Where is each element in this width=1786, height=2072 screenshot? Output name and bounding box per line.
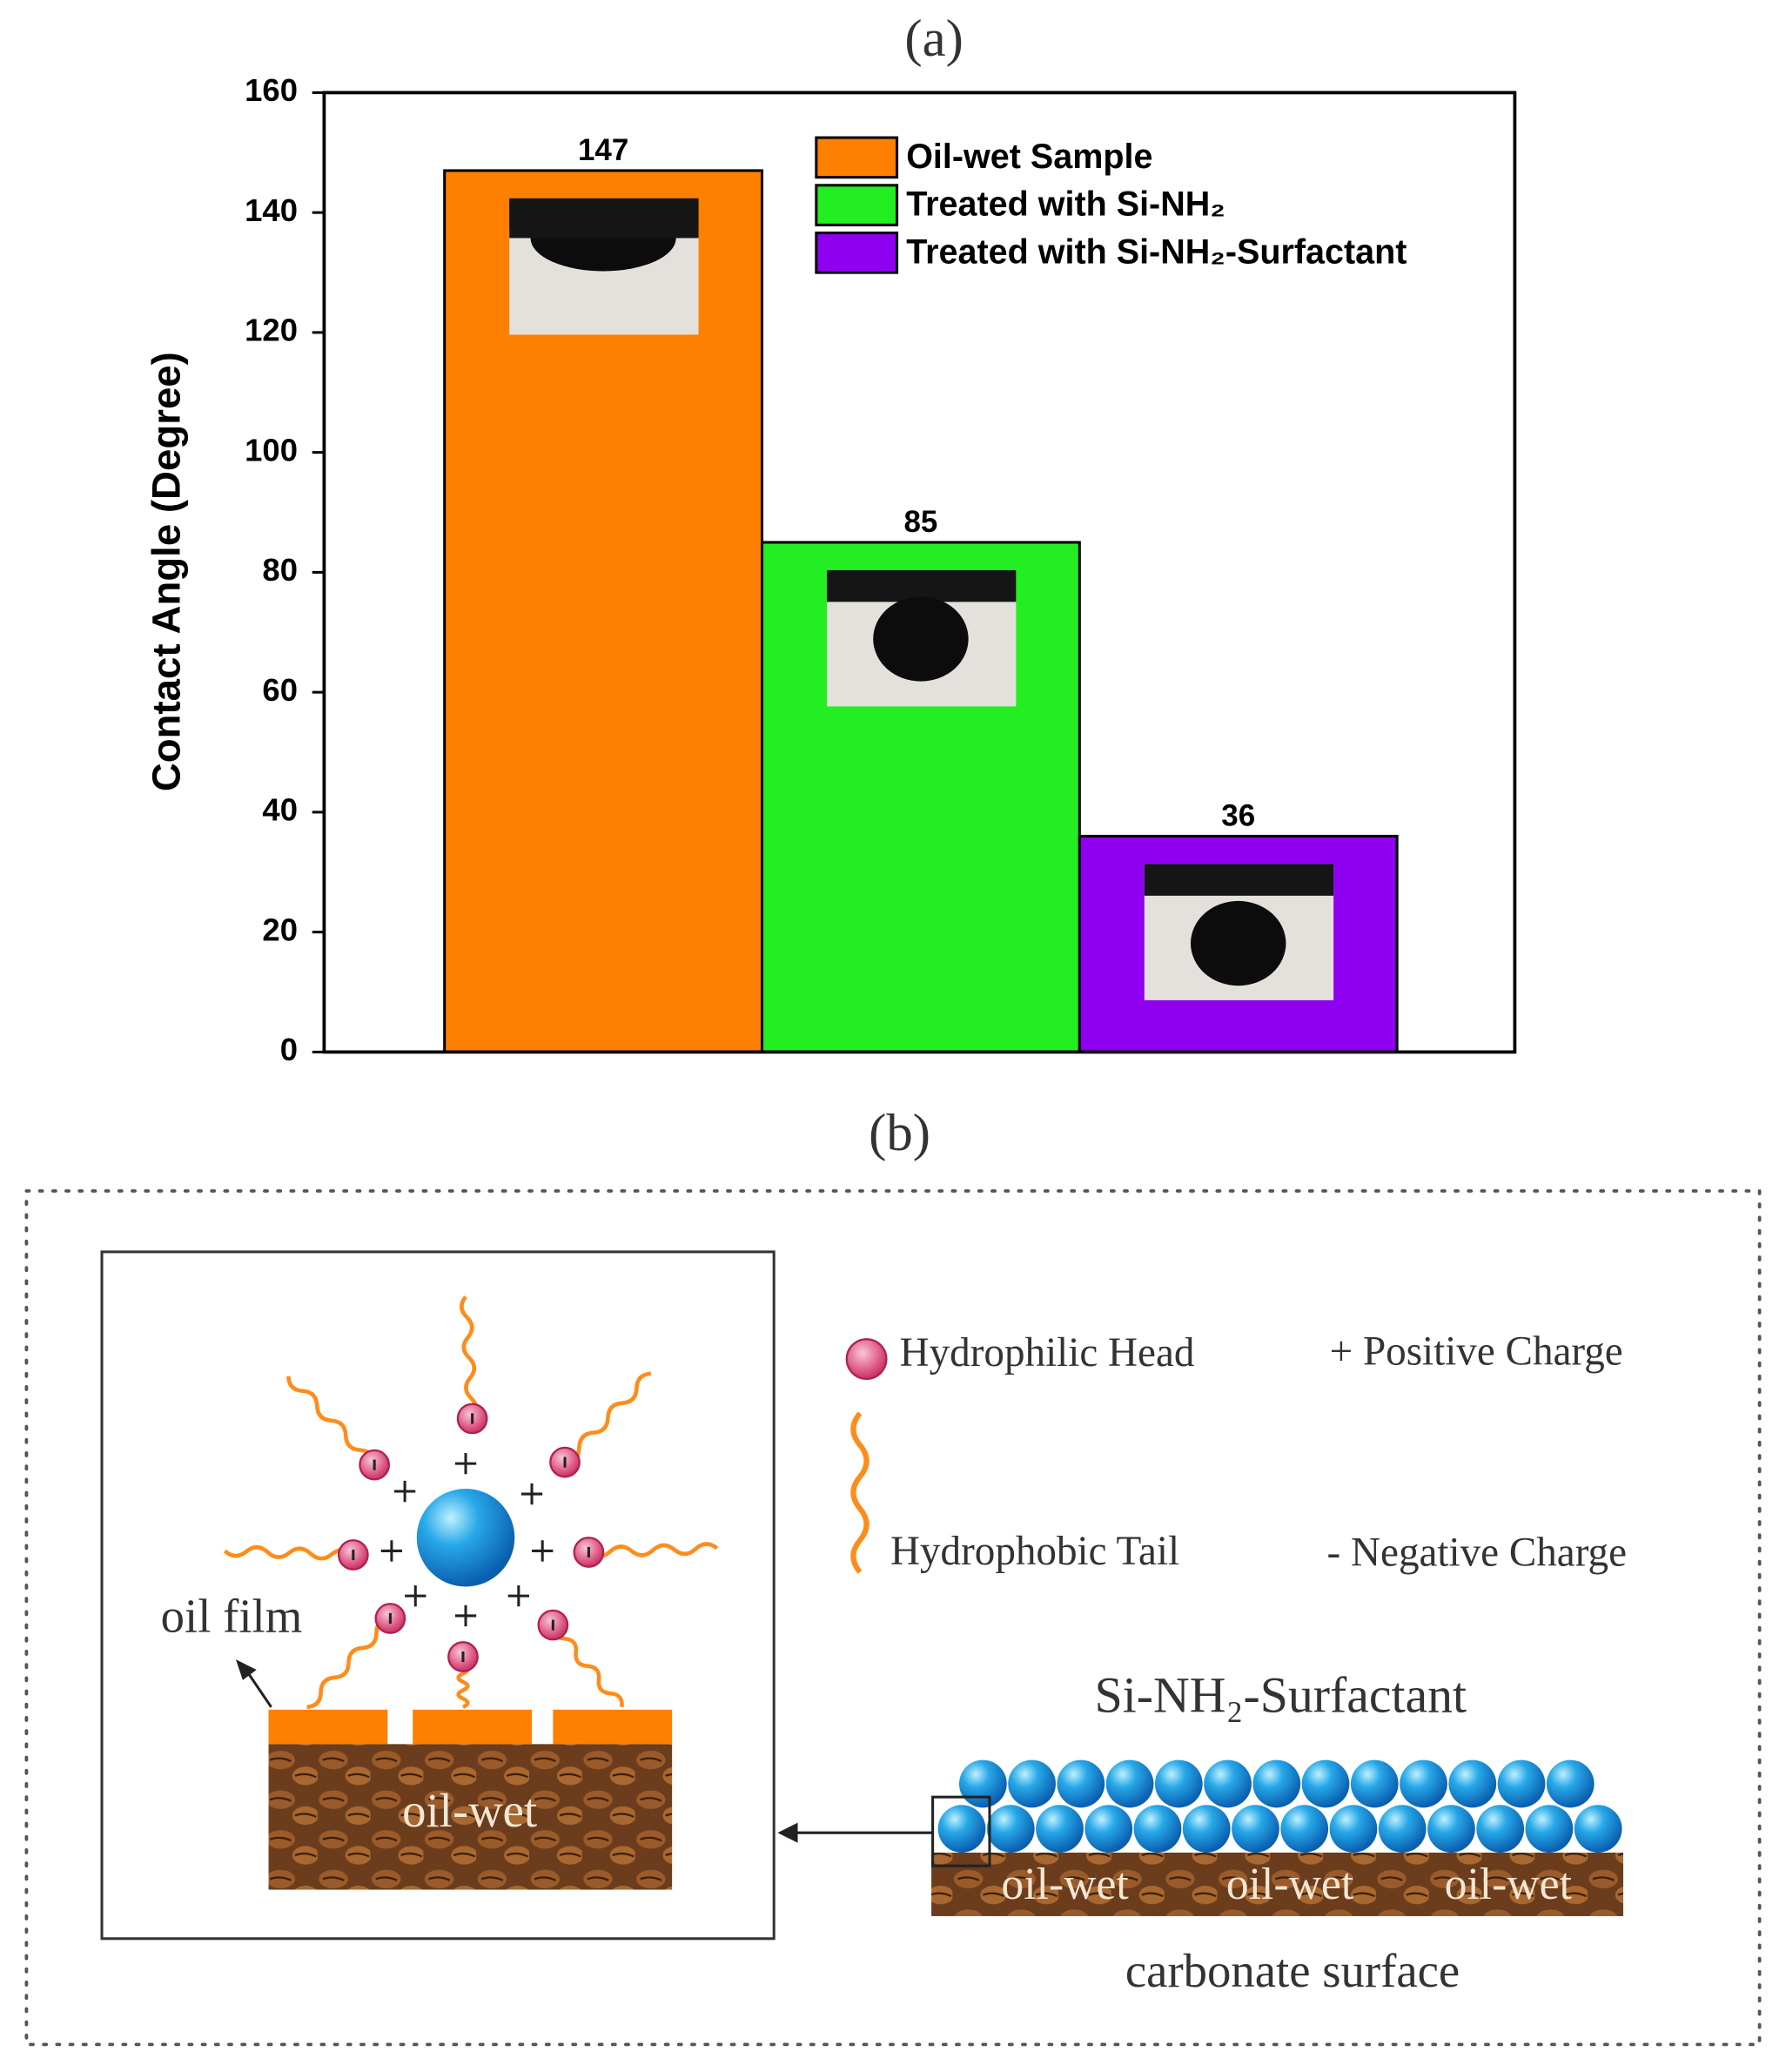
needle-band [827, 569, 1017, 602]
particle [416, 1489, 515, 1587]
hydrophobic-tail [460, 1295, 479, 1420]
surfactant-sphere [1574, 1805, 1622, 1853]
surfactant-sphere [1084, 1805, 1133, 1853]
surfactant-sphere [1476, 1805, 1525, 1853]
rock [268, 1744, 673, 1890]
surfactant-sphere [1350, 1759, 1399, 1808]
y-tick-label: 0 [280, 1032, 298, 1067]
rock-label: oil-wet [1001, 1860, 1129, 1909]
surfactant-sphere [1525, 1805, 1574, 1853]
positive-sign [405, 1584, 426, 1607]
positive-sign [520, 1483, 543, 1505]
hydrophobic-tail [286, 1376, 377, 1465]
hydrophobic-tail [223, 1544, 355, 1561]
legend-label: Treated with Si-NH₂-Surfactant [906, 232, 1407, 271]
legend-head-icon [845, 1338, 888, 1380]
surfactant-sphere [1301, 1759, 1350, 1808]
hydrophobic-tail [550, 1625, 624, 1708]
droplet [873, 596, 969, 682]
y-axis-label: Contact Angle (Degree) [144, 352, 189, 791]
surfactant-sphere [1182, 1805, 1231, 1853]
y-tick-label: 60 [262, 672, 298, 708]
oil-film-block [268, 1709, 388, 1745]
legend-swatch [815, 184, 899, 226]
y-tick-label: 40 [262, 792, 298, 828]
surfactant-sphere [1008, 1759, 1056, 1808]
surfactant-sphere [1546, 1759, 1595, 1808]
value-label: 85 [903, 505, 937, 539]
positive-sign [380, 1540, 403, 1562]
y-tick-label: 120 [245, 313, 298, 348]
hydrophobic-tail [564, 1371, 652, 1464]
legend-label: Oil-wet Sample [906, 138, 1152, 176]
positive-sign [393, 1480, 416, 1503]
surfactant-sphere [1448, 1759, 1497, 1808]
surface-label: carbonate surface [1125, 1944, 1460, 1997]
surfactant-sphere [986, 1805, 1035, 1853]
legend-swatch [815, 136, 899, 179]
surface-title: Si-NH₂-Surfactant [1095, 1668, 1467, 1723]
plot-frame [322, 91, 1517, 1054]
positive-sign [507, 1584, 529, 1607]
surfactant-sphere [1329, 1805, 1378, 1853]
arrow [777, 1822, 933, 1843]
dotted-frame [24, 1189, 1762, 2047]
surfactant-sphere [1204, 1759, 1252, 1808]
y-tick-label: 100 [245, 432, 298, 468]
panel-label: (a) [904, 10, 963, 68]
legend-head: Hydrophilic Head [900, 1330, 1195, 1376]
sphere-layer [937, 1759, 1622, 1853]
y-tick-label: 160 [245, 72, 298, 108]
surfactant-sphere [1280, 1805, 1329, 1853]
surfactant-sphere [959, 1759, 1007, 1808]
surfactant-sphere [1133, 1805, 1182, 1853]
value-label: 36 [1221, 798, 1255, 832]
surfactant-sphere [1105, 1759, 1154, 1808]
legend-swatch [815, 231, 899, 274]
rock-label: oil-wet [402, 1784, 537, 1837]
legend-tail: Hydrophobic Tail [890, 1529, 1179, 1574]
value-label: 147 [578, 133, 628, 167]
hydrophobic-tail [587, 1542, 719, 1559]
surfactant-sphere [1154, 1759, 1203, 1808]
positive-sign [454, 1604, 477, 1627]
carbonate-rock [931, 1853, 1624, 1916]
positive-sign [454, 1452, 477, 1475]
oil-film-label: oil film [161, 1590, 303, 1643]
surfactant-sphere [1057, 1759, 1105, 1808]
rock-label: oil-wet [1226, 1860, 1354, 1909]
surfactant-sphere [937, 1805, 986, 1853]
positive-sign [532, 1540, 554, 1562]
scaled-figure: (a) (b) Contact Angle (Degree) oil film … [24, 10, 1762, 2047]
surfactant-sphere [1400, 1759, 1447, 1808]
surfactant-sphere [1427, 1805, 1475, 1853]
surfactant-sphere [1036, 1805, 1084, 1853]
droplet [1191, 900, 1286, 986]
surfactant-sphere [1378, 1805, 1427, 1853]
needle-band [509, 198, 699, 239]
legend-negative: - Negative Charge [1327, 1530, 1627, 1575]
oil-film-block [553, 1709, 673, 1745]
surfactant-sphere [1232, 1805, 1279, 1853]
surfactant-sphere [1252, 1759, 1301, 1808]
y-tick-label: 80 [262, 552, 298, 588]
hydrophobic-tail [306, 1616, 391, 1710]
needle-band [1144, 864, 1334, 896]
arrow [235, 1659, 272, 1708]
y-tick-label: 20 [262, 912, 298, 947]
legend-label: Treated with Si-NH₂ [906, 185, 1225, 224]
oil-film-block [413, 1709, 533, 1745]
legend-positive: + Positive Charge [1330, 1329, 1623, 1374]
rock-label: oil-wet [1445, 1860, 1573, 1909]
legend-tail-icon [850, 1411, 870, 1574]
surfactant-sphere [1497, 1759, 1546, 1808]
panel-label: (b) [869, 1104, 930, 1162]
y-tick-label: 140 [245, 192, 298, 228]
